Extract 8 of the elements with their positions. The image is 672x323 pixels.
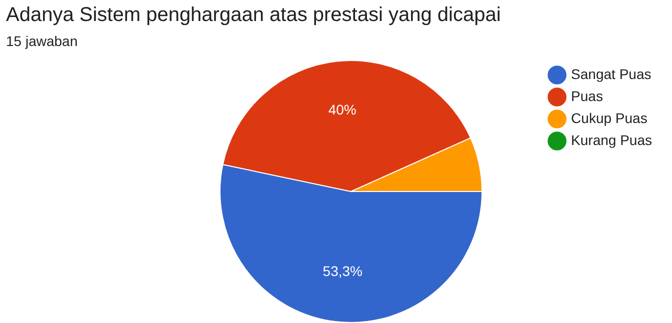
data-label: 40% [328, 102, 356, 118]
legend-label: Sangat Puas [571, 66, 652, 82]
legend-label: Cukup Puas [571, 110, 648, 126]
data-label: 53,3% [322, 263, 362, 280]
legend-label: Puas [571, 88, 603, 104]
legend-label: Kurang Puas [571, 132, 652, 148]
chart-title: Adanya Sistem penghargaan atas prestasi yang dicapai [6, 4, 501, 27]
text: 15 jawaban [6, 33, 78, 49]
